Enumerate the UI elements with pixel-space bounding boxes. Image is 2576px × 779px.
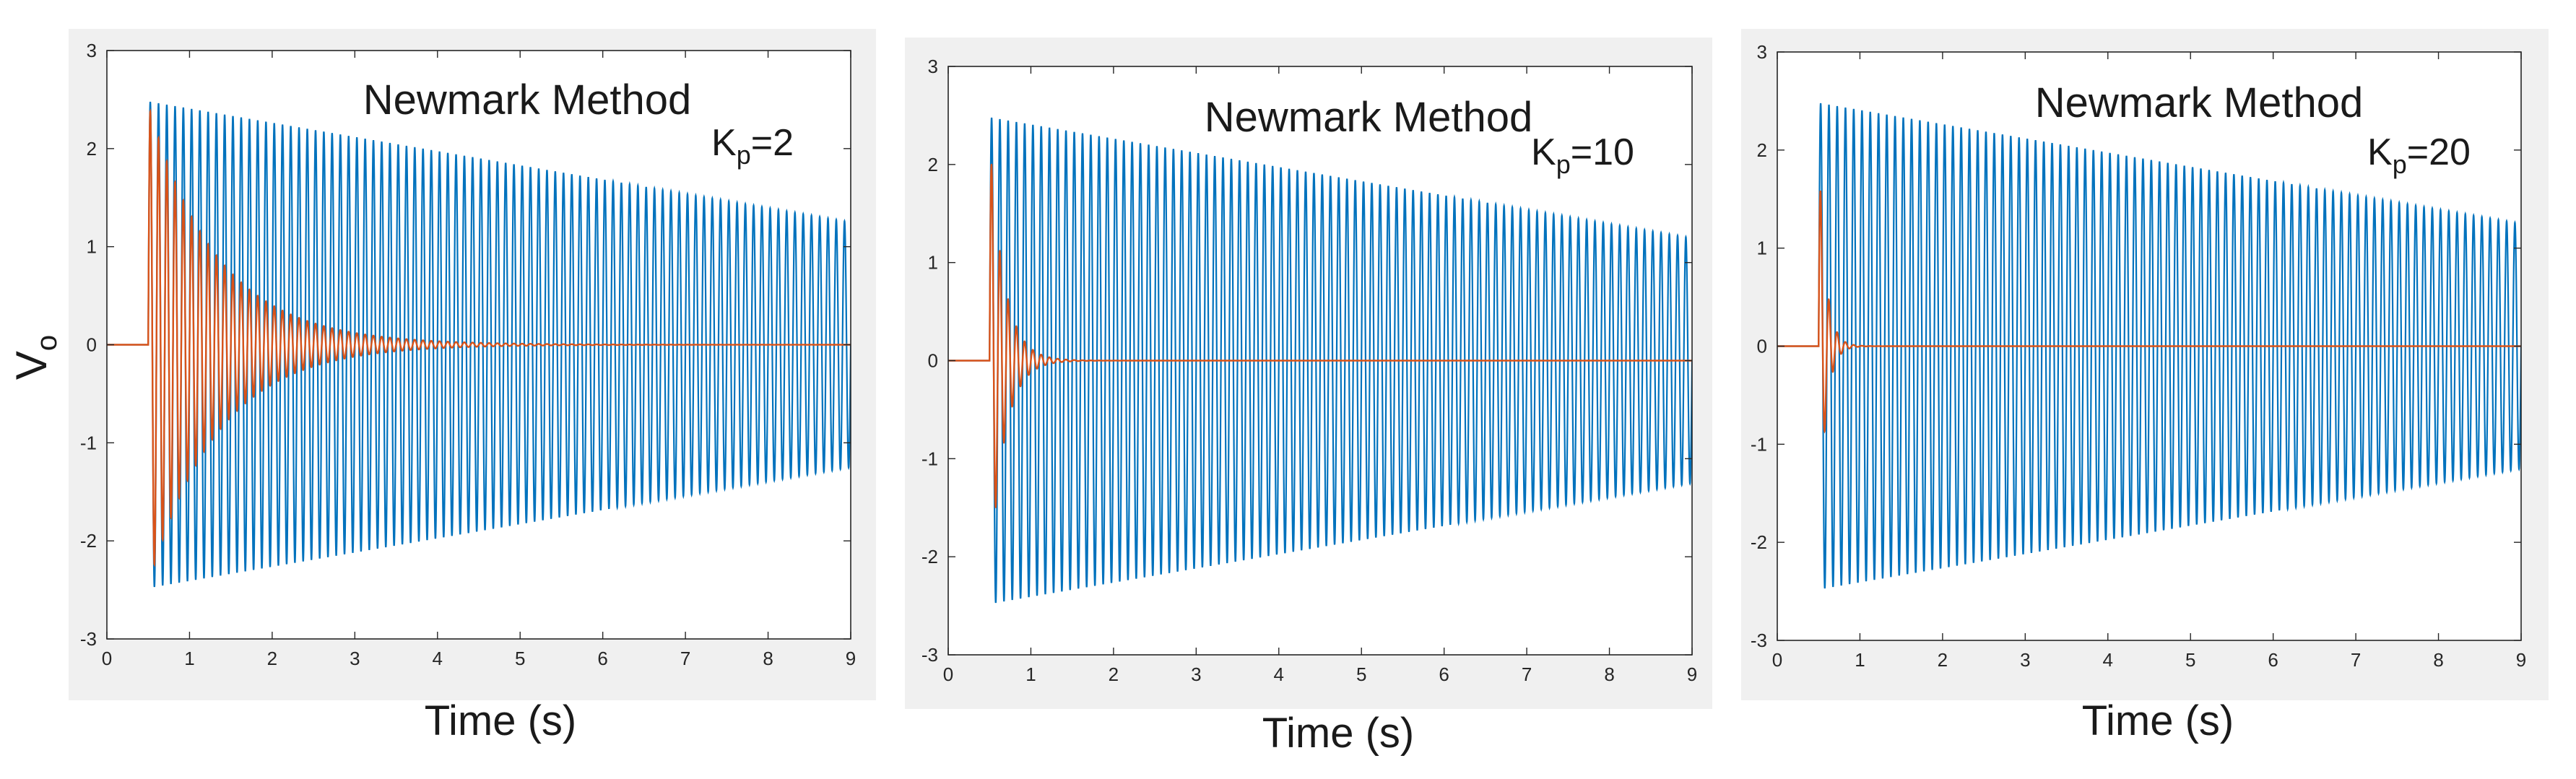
chart-panel-1: 0 1 2 3 4 5 6 7 8 9 -3 -2 -1 0 1 2 3 Newmark Method Kp=2 Ti… <box>69 29 876 744</box>
x-tick-label: 7 <box>2351 649 2361 671</box>
chart-title: Newmark Method <box>363 77 691 123</box>
y-tick-label: 0 <box>928 350 938 372</box>
y-axis-label-sub: o <box>31 335 63 351</box>
y-tick-label: -2 <box>80 530 97 552</box>
kp-annotation: Kp=20 <box>2367 131 2471 179</box>
x-tick-label: 6 <box>1439 663 1449 685</box>
x-tick-label: 5 <box>2185 649 2195 671</box>
x-tick-label: 4 <box>2103 649 2113 671</box>
x-tick-label: 5 <box>515 648 525 669</box>
x-tick-label: 3 <box>1191 663 1201 685</box>
x-tick-label: 7 <box>1522 663 1532 685</box>
y-tick-label: 1 <box>1757 238 1767 259</box>
series-group <box>948 117 1692 604</box>
x-axis-label: Time (s) <box>1262 710 1414 757</box>
y-axis-label-main: V <box>7 351 56 380</box>
kp-annotation: Kp=2 <box>711 122 794 170</box>
chart-title: Newmark Method <box>1205 94 1532 141</box>
y-tick-label: -3 <box>80 628 97 650</box>
x-tick-label: 7 <box>680 648 690 669</box>
series-line-damped <box>1777 191 2521 434</box>
kp-annotation: Kp=10 <box>1531 131 1634 179</box>
x-axis-label: Time (s) <box>2082 697 2234 744</box>
y-axis-label: Vo <box>7 335 63 380</box>
x-tick-label: 9 <box>1687 663 1697 685</box>
y-tick-label: 3 <box>87 40 97 61</box>
series-line-damped <box>948 163 1692 509</box>
y-tick-label: 2 <box>1757 139 1767 161</box>
x-tick-label: 3 <box>2020 649 2030 671</box>
y-tick-label: -1 <box>80 432 97 453</box>
y-tick-label: 0 <box>87 334 97 356</box>
x-tick-label: 1 <box>184 648 194 669</box>
y-tick-label: -2 <box>1751 531 1767 553</box>
x-tick-label: 9 <box>846 648 856 669</box>
series-group <box>1777 103 2521 589</box>
x-tick-label: 2 <box>267 648 277 669</box>
series-line-damped <box>107 108 851 567</box>
x-tick-label: 2 <box>1938 649 1948 671</box>
y-tick-label: 0 <box>1757 336 1767 357</box>
x-tick-label: 4 <box>1274 663 1284 685</box>
x-tick-label: 0 <box>1772 649 1782 671</box>
x-tick-label: 4 <box>433 648 443 669</box>
y-tick-label: 2 <box>928 154 938 175</box>
y-tick-label: 2 <box>87 138 97 160</box>
y-tick-label: -2 <box>921 546 938 567</box>
y-tick-label: 3 <box>1757 41 1767 63</box>
x-tick-label: 2 <box>1109 663 1119 685</box>
x-tick-label: 1 <box>1025 663 1036 685</box>
y-tick-label: -3 <box>921 644 938 666</box>
x-tick-label: 8 <box>1604 663 1614 685</box>
x-tick-label: 6 <box>2268 649 2278 671</box>
x-tick-label: 8 <box>763 648 773 669</box>
y-tick-label: 1 <box>928 252 938 274</box>
x-tick-label: 0 <box>102 648 112 669</box>
chart-title: Newmark Method <box>2035 79 2363 126</box>
y-tick-label: -3 <box>1751 630 1767 651</box>
x-tick-label: 5 <box>1356 663 1366 685</box>
y-tick-label: 3 <box>928 56 938 77</box>
y-tick-label: -1 <box>921 448 938 469</box>
y-tick-label: -1 <box>1751 433 1767 455</box>
x-tick-label: 8 <box>2433 649 2443 671</box>
x-tick-label: 3 <box>350 648 360 669</box>
x-tick-label: 1 <box>1855 649 1865 671</box>
x-tick-label: 9 <box>2516 649 2526 671</box>
x-tick-label: 6 <box>597 648 607 669</box>
series-group <box>107 101 851 588</box>
x-axis-label: Time (s) <box>425 697 576 744</box>
y-tick-label: 1 <box>87 236 97 258</box>
x-tick-label: 0 <box>943 663 953 685</box>
